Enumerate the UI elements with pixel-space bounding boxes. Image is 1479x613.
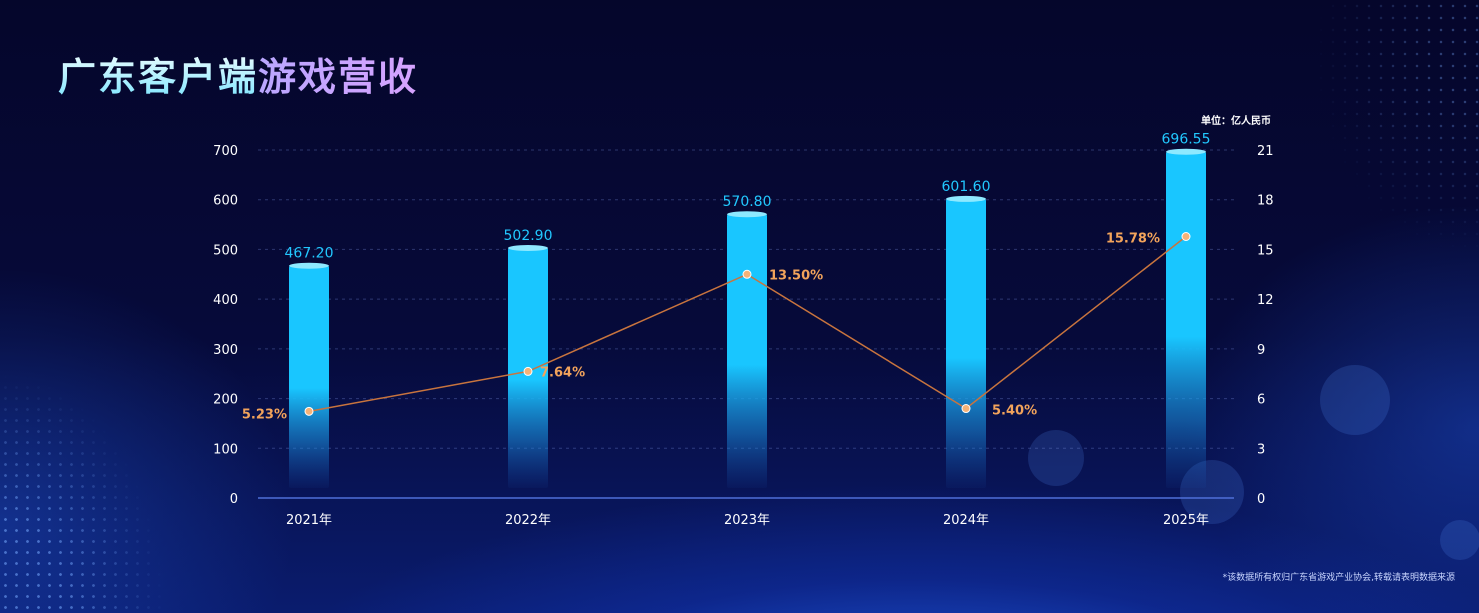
bar-cap xyxy=(946,195,986,202)
y-left-tick-label: 0 xyxy=(230,492,238,507)
y-left-tick-label: 200 xyxy=(213,393,238,408)
bar xyxy=(727,214,767,489)
growth-rate-label: 13.50% xyxy=(769,268,823,283)
decorative-bokeh xyxy=(1440,520,1479,560)
bar xyxy=(289,265,329,488)
y-right-tick-label: 15 xyxy=(1257,243,1274,258)
growth-rate-point xyxy=(742,269,752,279)
x-tick-label: 2024年 xyxy=(943,513,989,528)
bar-cap xyxy=(727,211,767,218)
x-tick-label: 2023年 xyxy=(724,513,770,528)
decorative-dot-pattern xyxy=(0,250,240,613)
x-tick-label: 2022年 xyxy=(505,513,551,528)
bar-value-label: 467.20 xyxy=(285,246,334,262)
x-tick-label: 2021年 xyxy=(286,513,332,528)
decorative-bokeh xyxy=(1028,430,1084,486)
y-right-tick-label: 9 xyxy=(1257,343,1265,358)
growth-rate-point xyxy=(1181,232,1191,242)
y-left-tick-label: 100 xyxy=(213,442,238,457)
bar-value-label: 696.55 xyxy=(1162,132,1211,148)
y-right-tick-label: 21 xyxy=(1257,144,1274,159)
unit-label: 单位：亿人民币 xyxy=(1201,116,1271,127)
footnote: *该数据所有权归广东省游戏产业协会,转载请表明数据来源 xyxy=(1222,573,1455,583)
growth-rate-label: 7.64% xyxy=(540,365,585,380)
decorative-bokeh xyxy=(1320,365,1390,435)
growth-rate-point xyxy=(304,406,314,416)
y-left-tick-label: 300 xyxy=(213,343,238,358)
growth-rate-point xyxy=(961,404,971,414)
growth-rate-label: 5.40% xyxy=(992,404,1037,419)
growth-rate-label: 5.23% xyxy=(242,407,287,422)
decorative-dot-pattern-right xyxy=(1219,0,1479,300)
title-part-2: 游戏营收 xyxy=(258,55,419,99)
y-right-tick-label: 6 xyxy=(1257,393,1265,408)
y-left-tick-label: 400 xyxy=(213,293,238,308)
bar-cap xyxy=(289,262,329,269)
bar-value-label: 502.90 xyxy=(504,228,553,244)
y-right-tick-label: 18 xyxy=(1257,194,1274,209)
bar-value-label: 601.60 xyxy=(942,179,991,195)
bar-cap xyxy=(1166,148,1206,155)
y-left-tick-label: 600 xyxy=(213,194,238,209)
bar xyxy=(946,198,986,488)
y-right-tick-label: 12 xyxy=(1257,293,1274,308)
bar-value-label: 570.80 xyxy=(723,194,772,210)
title-part-1: 广东客户端 xyxy=(58,55,259,99)
bar-cap xyxy=(508,244,548,251)
y-right-tick-label: 3 xyxy=(1257,442,1265,457)
growth-rate-label: 15.78% xyxy=(1106,232,1160,247)
page-title: 广东客户端游戏营收 xyxy=(58,58,418,96)
y-left-tick-label: 500 xyxy=(213,243,238,258)
y-left-tick-label: 700 xyxy=(213,144,238,159)
x-tick-label: 2025年 xyxy=(1163,513,1209,528)
bar xyxy=(1166,151,1206,488)
growth-rate-point xyxy=(523,366,533,376)
y-right-tick-label: 0 xyxy=(1257,492,1265,507)
